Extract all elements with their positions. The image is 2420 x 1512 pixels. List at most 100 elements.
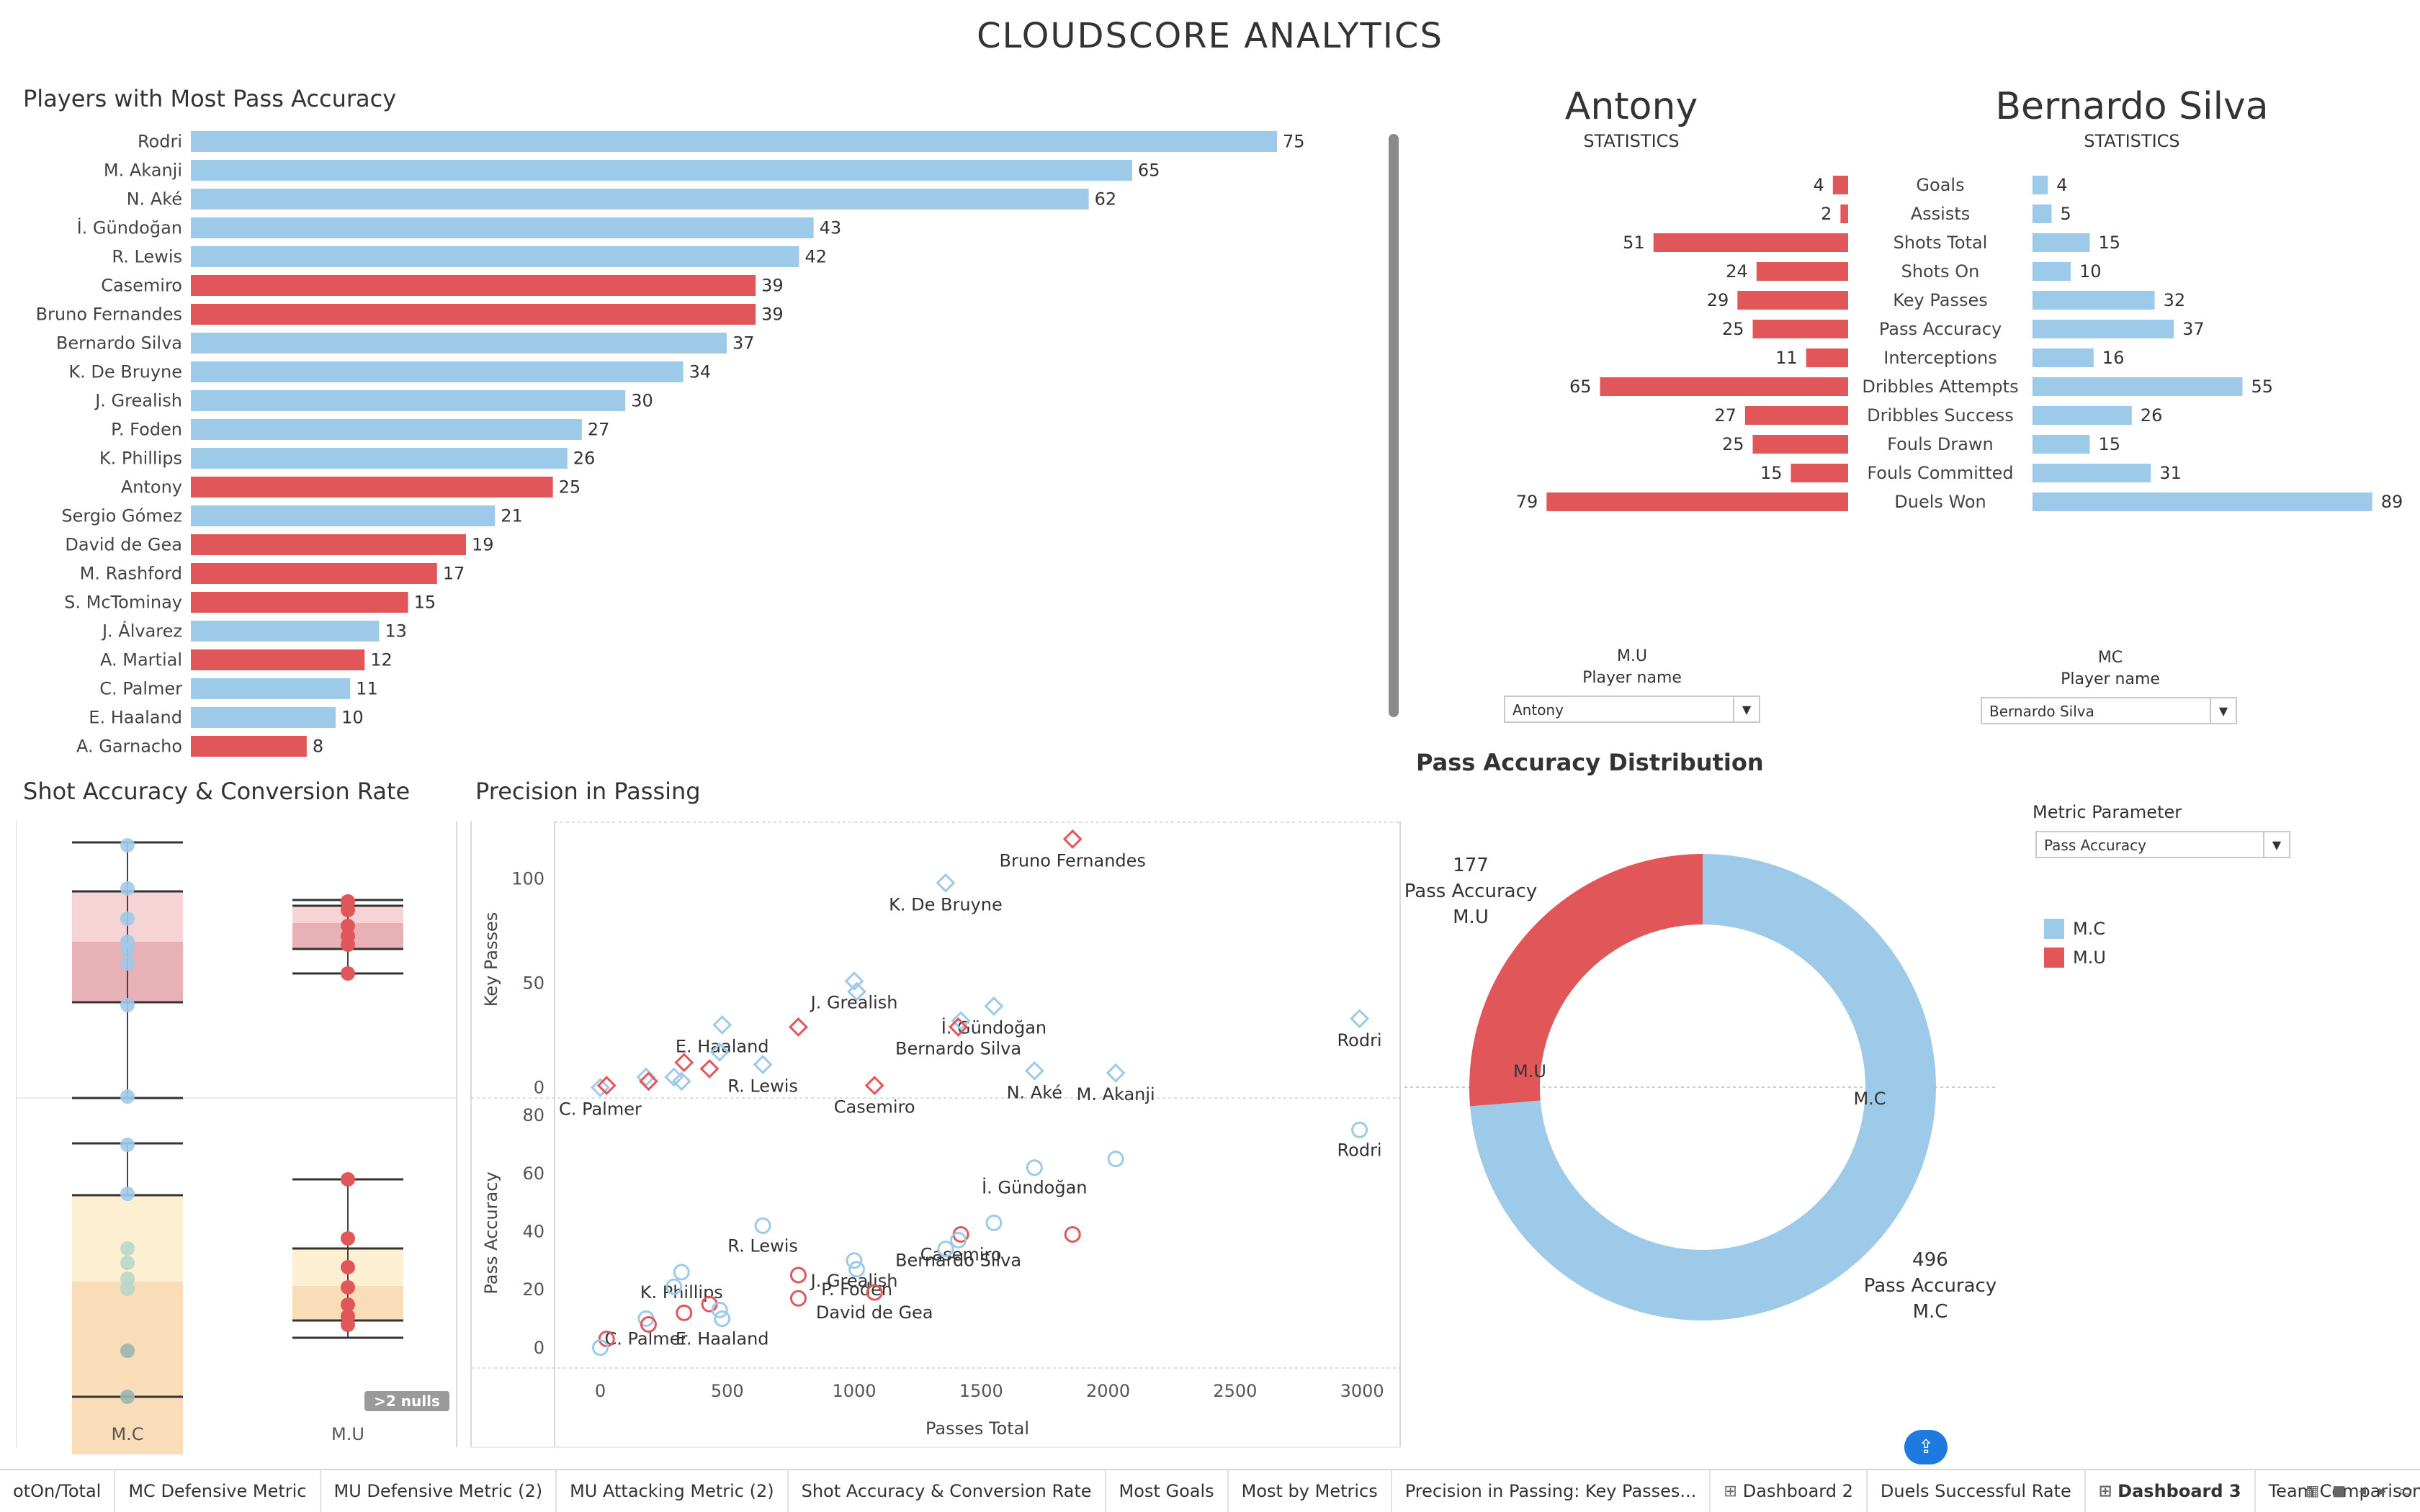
key-pass-point[interactable]: [674, 1053, 694, 1073]
bar[interactable]: [191, 419, 582, 440]
bar[interactable]: [191, 534, 467, 555]
bar-category-label: M. Akanji: [104, 161, 182, 181]
key-pass-point[interactable]: [753, 1055, 773, 1075]
precision-in-passing-scatter[interactable]: 0 50 100 Key Passes Bruno Fernandes K. De Bru…: [468, 821, 1404, 1454]
key-pass-point[interactable]: [864, 1076, 884, 1096]
pass-accuracy-point[interactable]: [666, 1278, 683, 1295]
bar[interactable]: [191, 304, 756, 325]
donut-slice-mu[interactable]: [1469, 854, 1703, 1107]
pass-accuracy-point[interactable]: [937, 1241, 954, 1258]
bar[interactable]: [191, 361, 684, 382]
tab-duels-successful-rate[interactable]: Duels Successful Rate: [1868, 1470, 2086, 1512]
y-axis-label: Key Passes: [481, 912, 501, 1007]
tab-most-by-metrics[interactable]: Most by Metrics: [1229, 1470, 1392, 1512]
pass-accuracy-point[interactable]: [789, 1266, 807, 1284]
pass-accuracy-point[interactable]: [985, 1214, 1003, 1231]
key-pass-point[interactable]: [1024, 1061, 1044, 1081]
chevron-down-icon[interactable]: ▼: [2263, 832, 2289, 857]
bar[interactable]: [191, 592, 408, 613]
pass-accuracy-point[interactable]: [1064, 1225, 1081, 1243]
bar[interactable]: [191, 246, 799, 267]
left-player-value: 4: [1814, 175, 1824, 195]
legend-item-mu[interactable]: M.U: [2044, 948, 2106, 968]
key-pass-point[interactable]: [664, 1067, 684, 1087]
point-label: Bernardo Silva: [895, 1251, 1021, 1271]
bar[interactable]: [191, 448, 568, 469]
pass-accuracy-point[interactable]: [676, 1304, 693, 1321]
pass-accuracy-point[interactable]: [1351, 1121, 1368, 1138]
pass-accuracy-bar-chart[interactable]: Rodri 75 M. Akanji 65 N. Aké 62 İ. Gündoğan 43 R…: [0, 122, 1368, 763]
key-pass-point[interactable]: [847, 981, 866, 1002]
tab-mu-attacking-metric-2[interactable]: MU Attacking Metric (2): [557, 1470, 789, 1512]
pass-accuracy-point[interactable]: [848, 1261, 866, 1278]
chevron-down-icon[interactable]: ▼: [2210, 698, 2236, 723]
pass-accuracy-point[interactable]: [591, 1339, 609, 1356]
share-button[interactable]: ⇪: [1904, 1430, 1948, 1464]
next-tab-icon[interactable]: ▸: [2379, 1482, 2387, 1499]
key-pass-point[interactable]: [639, 1071, 658, 1092]
bar[interactable]: [191, 649, 365, 670]
key-pass-point[interactable]: [699, 1058, 720, 1079]
key-pass-point[interactable]: [1062, 829, 1083, 849]
bar[interactable]: [191, 505, 496, 526]
bar[interactable]: [191, 390, 626, 411]
point-label: N. Aké: [1007, 1082, 1062, 1102]
key-pass-point[interactable]: [596, 1076, 617, 1096]
bar[interactable]: [191, 217, 814, 238]
right-player-dropdown[interactable]: Bernardo Silva ▼: [1981, 697, 2237, 724]
tab-shot-accuracy-conversion-rate[interactable]: Shot Accuracy & Conversion Rate: [789, 1470, 1106, 1512]
bar[interactable]: [191, 678, 351, 699]
pass-accuracy-point[interactable]: [789, 1290, 807, 1307]
tab-precision-in-passing-key-passes[interactable]: Precision in Passing: Key Passes...: [1392, 1470, 1711, 1512]
tab-mu-defensive-metric-2[interactable]: MU Defensive Metric (2): [321, 1470, 557, 1512]
left-player-value: 11: [1775, 348, 1798, 368]
key-pass-point[interactable]: [936, 873, 956, 893]
pass-accuracy-point[interactable]: [640, 1316, 657, 1333]
chevron-down-icon[interactable]: ▼: [1733, 697, 1759, 721]
bar[interactable]: [191, 275, 756, 296]
bar[interactable]: [191, 160, 1132, 181]
key-pass-point[interactable]: [789, 1017, 808, 1037]
pass-accuracy-point[interactable]: [1026, 1159, 1043, 1176]
pass-accuracy-point[interactable]: [711, 1301, 728, 1318]
bar[interactable]: [191, 189, 1089, 210]
tab-oton-total[interactable]: otOn/Total: [0, 1470, 116, 1512]
pass-accuracy-point[interactable]: [950, 1232, 967, 1249]
pass-accuracy-point[interactable]: [846, 1252, 863, 1269]
present-icon[interactable]: ▭: [2399, 1482, 2413, 1499]
tab-team-comparison[interactable]: Team Comparison: [2256, 1470, 2420, 1512]
tab-most-goals[interactable]: Most Goals: [1106, 1470, 1229, 1512]
key-pass-point[interactable]: [949, 1017, 968, 1037]
pass-accuracy-point[interactable]: [714, 1310, 731, 1327]
bar[interactable]: [191, 333, 727, 354]
pass-accuracy-donut[interactable]: M.C M.U 177 Pass Accuracy M.U 496 Pass Accurac…: [1404, 792, 2024, 1339]
key-pass-point[interactable]: [984, 996, 1004, 1016]
bar[interactable]: [191, 477, 553, 498]
bar[interactable]: [191, 707, 336, 728]
tab-mc-defensive-metric[interactable]: MC Defensive Metric: [115, 1470, 321, 1512]
grid-view-icon[interactable]: ▦: [2305, 1482, 2320, 1499]
pass-accuracy-point[interactable]: [754, 1217, 771, 1234]
bar[interactable]: [191, 131, 1277, 152]
metric-parameter-dropdown[interactable]: Pass Accuracy ▼: [2035, 831, 2290, 858]
tab-dashboard-3[interactable]: ⊞ Dashboard 3: [2086, 1470, 2256, 1512]
bar[interactable]: [191, 563, 437, 584]
tab-navigation: ▦ ■ ◂ ▸ ▭: [2305, 1472, 2413, 1508]
bar-chart-scrollbar[interactable]: [1389, 134, 1399, 717]
pass-accuracy-point[interactable]: [673, 1264, 690, 1281]
key-pass-point[interactable]: [1106, 1063, 1126, 1083]
filmstrip-icon[interactable]: ■: [2332, 1482, 2346, 1499]
pass-accuracy-point[interactable]: [866, 1284, 883, 1301]
key-pass-point[interactable]: [671, 1071, 691, 1092]
left-player-dropdown[interactable]: Antony ▼: [1504, 696, 1760, 723]
donut-slice-mc[interactable]: [1470, 854, 1936, 1320]
key-pass-point[interactable]: [1350, 1009, 1370, 1029]
key-pass-point[interactable]: [712, 1015, 732, 1035]
bar[interactable]: [191, 736, 307, 757]
key-pass-point[interactable]: [709, 1042, 730, 1062]
legend-item-mc[interactable]: M.C: [2044, 919, 2105, 939]
tab-dashboard-2[interactable]: ⊞ Dashboard 2: [1711, 1470, 1868, 1512]
prev-tab-icon[interactable]: ◂: [2359, 1482, 2367, 1499]
bar[interactable]: [191, 621, 380, 642]
pass-accuracy-point[interactable]: [1107, 1151, 1124, 1168]
